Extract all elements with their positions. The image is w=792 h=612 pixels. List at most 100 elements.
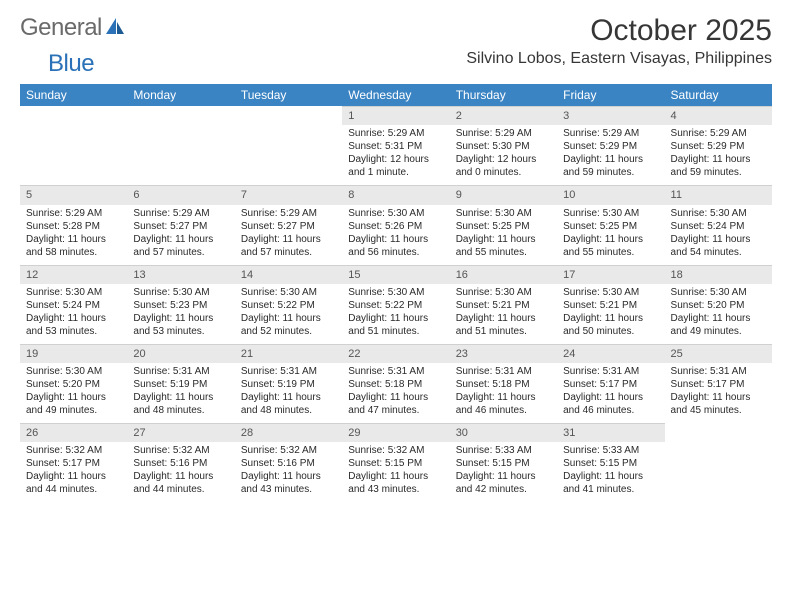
logo-text-blue: Blue bbox=[48, 50, 94, 78]
calendar-row: 26Sunrise: 5:32 AMSunset: 5:17 PMDayligh… bbox=[20, 423, 772, 502]
calendar-head: Sunday Monday Tuesday Wednesday Thursday… bbox=[20, 84, 772, 106]
day-line: Sunset: 5:29 PM bbox=[563, 140, 658, 153]
day-line: Sunrise: 5:32 AM bbox=[26, 444, 121, 457]
day-line: Sunrise: 5:30 AM bbox=[456, 286, 551, 299]
day-line: Sunset: 5:24 PM bbox=[671, 220, 766, 233]
day-line: Sunset: 5:17 PM bbox=[671, 378, 766, 391]
calendar-table: Sunday Monday Tuesday Wednesday Thursday… bbox=[20, 84, 772, 502]
day-line: Sunset: 5:26 PM bbox=[348, 220, 443, 233]
day-line: Sunrise: 5:30 AM bbox=[26, 365, 121, 378]
day-line: Sunrise: 5:29 AM bbox=[456, 127, 551, 140]
day-line: and 0 minutes. bbox=[456, 166, 551, 179]
day-line: Sunrise: 5:29 AM bbox=[348, 127, 443, 140]
day-line: Daylight: 11 hours bbox=[26, 391, 121, 404]
day-line: Daylight: 11 hours bbox=[671, 233, 766, 246]
day-line: Sunrise: 5:30 AM bbox=[241, 286, 336, 299]
day-line: and 48 minutes. bbox=[133, 404, 228, 417]
day-line: Sunrise: 5:30 AM bbox=[456, 207, 551, 220]
day-line: Sunset: 5:16 PM bbox=[241, 457, 336, 470]
day-line: and 51 minutes. bbox=[348, 325, 443, 338]
day-line: and 59 minutes. bbox=[563, 166, 658, 179]
day-content: Sunrise: 5:31 AMSunset: 5:17 PMDaylight:… bbox=[665, 363, 772, 423]
calendar-cell: 5Sunrise: 5:29 AMSunset: 5:28 PMDaylight… bbox=[20, 185, 127, 264]
logo: General bbox=[20, 14, 128, 42]
day-content bbox=[665, 442, 772, 496]
day-number: 6 bbox=[127, 185, 234, 204]
day-line: Daylight: 11 hours bbox=[671, 312, 766, 325]
day-number: 21 bbox=[235, 344, 342, 363]
calendar-cell: 13Sunrise: 5:30 AMSunset: 5:23 PMDayligh… bbox=[127, 265, 234, 344]
calendar-cell: 8Sunrise: 5:30 AMSunset: 5:26 PMDaylight… bbox=[342, 185, 449, 264]
day-number: 7 bbox=[235, 185, 342, 204]
day-line: Daylight: 11 hours bbox=[26, 470, 121, 483]
calendar-cell: 17Sunrise: 5:30 AMSunset: 5:21 PMDayligh… bbox=[557, 265, 664, 344]
day-line: and 42 minutes. bbox=[456, 483, 551, 496]
day-content: Sunrise: 5:30 AMSunset: 5:25 PMDaylight:… bbox=[450, 205, 557, 265]
day-line: Sunrise: 5:30 AM bbox=[26, 286, 121, 299]
day-line: Daylight: 11 hours bbox=[563, 391, 658, 404]
day-line: Sunrise: 5:31 AM bbox=[456, 365, 551, 378]
dayhead-mon: Monday bbox=[127, 84, 234, 106]
day-content: Sunrise: 5:29 AMSunset: 5:30 PMDaylight:… bbox=[450, 125, 557, 185]
day-line: Sunrise: 5:30 AM bbox=[563, 286, 658, 299]
day-number: 25 bbox=[665, 344, 772, 363]
day-line: Sunrise: 5:33 AM bbox=[456, 444, 551, 457]
day-line: and 51 minutes. bbox=[456, 325, 551, 338]
day-number: 12 bbox=[20, 265, 127, 284]
day-line: and 57 minutes. bbox=[133, 246, 228, 259]
calendar-cell bbox=[665, 423, 772, 502]
day-line: Daylight: 11 hours bbox=[241, 391, 336, 404]
day-line: and 56 minutes. bbox=[348, 246, 443, 259]
day-number: 30 bbox=[450, 423, 557, 442]
day-number: 16 bbox=[450, 265, 557, 284]
day-line: Daylight: 11 hours bbox=[563, 470, 658, 483]
day-content: Sunrise: 5:32 AMSunset: 5:17 PMDaylight:… bbox=[20, 442, 127, 502]
day-line: Sunset: 5:17 PM bbox=[563, 378, 658, 391]
day-line: and 52 minutes. bbox=[241, 325, 336, 338]
day-content: Sunrise: 5:30 AMSunset: 5:25 PMDaylight:… bbox=[557, 205, 664, 265]
day-line: Daylight: 11 hours bbox=[671, 391, 766, 404]
calendar-cell: 3Sunrise: 5:29 AMSunset: 5:29 PMDaylight… bbox=[557, 106, 664, 185]
day-number: 13 bbox=[127, 265, 234, 284]
day-number: 18 bbox=[665, 265, 772, 284]
day-content: Sunrise: 5:30 AMSunset: 5:26 PMDaylight:… bbox=[342, 205, 449, 265]
day-line: Sunrise: 5:32 AM bbox=[241, 444, 336, 457]
calendar-cell: 26Sunrise: 5:32 AMSunset: 5:17 PMDayligh… bbox=[20, 423, 127, 502]
calendar-cell: 27Sunrise: 5:32 AMSunset: 5:16 PMDayligh… bbox=[127, 423, 234, 502]
day-line: and 44 minutes. bbox=[133, 483, 228, 496]
day-line: Sunset: 5:20 PM bbox=[26, 378, 121, 391]
calendar-cell: 19Sunrise: 5:30 AMSunset: 5:20 PMDayligh… bbox=[20, 344, 127, 423]
day-line: Daylight: 11 hours bbox=[241, 233, 336, 246]
day-line: and 59 minutes. bbox=[671, 166, 766, 179]
day-number: 2 bbox=[450, 106, 557, 125]
day-content: Sunrise: 5:30 AMSunset: 5:21 PMDaylight:… bbox=[557, 284, 664, 344]
day-content: Sunrise: 5:29 AMSunset: 5:27 PMDaylight:… bbox=[127, 205, 234, 265]
day-line: and 43 minutes. bbox=[348, 483, 443, 496]
day-number: 28 bbox=[235, 423, 342, 442]
day-content: Sunrise: 5:31 AMSunset: 5:18 PMDaylight:… bbox=[342, 363, 449, 423]
day-line: and 1 minute. bbox=[348, 166, 443, 179]
day-line: and 46 minutes. bbox=[563, 404, 658, 417]
day-line: Sunset: 5:17 PM bbox=[26, 457, 121, 470]
calendar-cell: 7Sunrise: 5:29 AMSunset: 5:27 PMDaylight… bbox=[235, 185, 342, 264]
day-number: 22 bbox=[342, 344, 449, 363]
day-line: Sunset: 5:19 PM bbox=[241, 378, 336, 391]
day-line: Daylight: 11 hours bbox=[348, 470, 443, 483]
day-line: Sunset: 5:15 PM bbox=[348, 457, 443, 470]
day-content: Sunrise: 5:30 AMSunset: 5:22 PMDaylight:… bbox=[235, 284, 342, 344]
day-line: Sunset: 5:21 PM bbox=[456, 299, 551, 312]
day-number: 9 bbox=[450, 185, 557, 204]
calendar-cell: 23Sunrise: 5:31 AMSunset: 5:18 PMDayligh… bbox=[450, 344, 557, 423]
day-line: Sunset: 5:16 PM bbox=[133, 457, 228, 470]
day-line: Daylight: 11 hours bbox=[133, 470, 228, 483]
day-content: Sunrise: 5:33 AMSunset: 5:15 PMDaylight:… bbox=[450, 442, 557, 502]
day-line: Sunset: 5:29 PM bbox=[671, 140, 766, 153]
calendar-cell bbox=[235, 106, 342, 185]
day-line: Sunrise: 5:31 AM bbox=[348, 365, 443, 378]
day-line: Sunset: 5:27 PM bbox=[133, 220, 228, 233]
day-line: Sunset: 5:23 PM bbox=[133, 299, 228, 312]
day-number: 20 bbox=[127, 344, 234, 363]
day-line: Sunrise: 5:31 AM bbox=[241, 365, 336, 378]
dayhead-wed: Wednesday bbox=[342, 84, 449, 106]
day-number: 4 bbox=[665, 106, 772, 125]
